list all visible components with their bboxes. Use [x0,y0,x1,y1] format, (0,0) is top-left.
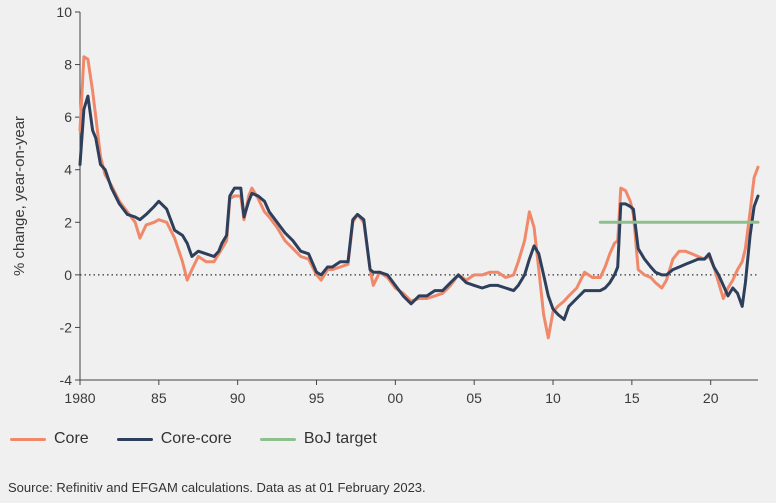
y-tick-label: 8 [64,57,72,73]
y-tick-label: 2 [64,214,72,230]
legend-swatch [116,437,153,441]
y-tick-label: 10 [56,4,72,20]
legend-swatch [259,437,296,441]
y-axis-label: % change, year-on-year [11,116,28,276]
y-tick-label: 0 [64,267,72,283]
legend-item-core: Core [10,430,89,448]
y-tick-label: -4 [60,372,73,388]
y-tick-label: 6 [64,109,72,125]
y-tick-label: -2 [60,319,73,335]
legend-item-boj-target: BoJ target [259,430,377,448]
legend-label: Core [54,430,89,447]
x-tick-label: 1980 [64,390,95,406]
x-tick-label: 95 [309,390,325,406]
y-tick-label: 4 [64,162,72,178]
x-tick-label: 10 [545,390,561,406]
legend-label: Core-core [160,430,232,447]
legend-swatch [10,437,46,441]
x-tick-label: 00 [388,390,404,406]
chart-legend: Core Core-core BoJ target [10,430,377,448]
legend-item-core-core: Core-core [116,430,232,448]
series-line-core [78,55,760,340]
x-tick-label: 85 [151,390,167,406]
series-line-core-core [78,94,760,321]
legend-label: BoJ target [303,430,377,447]
x-tick-label: 90 [230,390,246,406]
x-tick-label: 05 [466,390,482,406]
inflation-line-chart: -4 -2 0 2 4 6 8 10 1980 85 90 95 00 05 10 15 20 % chang… [11,4,760,406]
x-tick-label: 20 [703,390,719,406]
source-note: Source: Refinitiv and EFGAM calculations… [8,480,426,495]
x-tick-label: 15 [624,390,640,406]
